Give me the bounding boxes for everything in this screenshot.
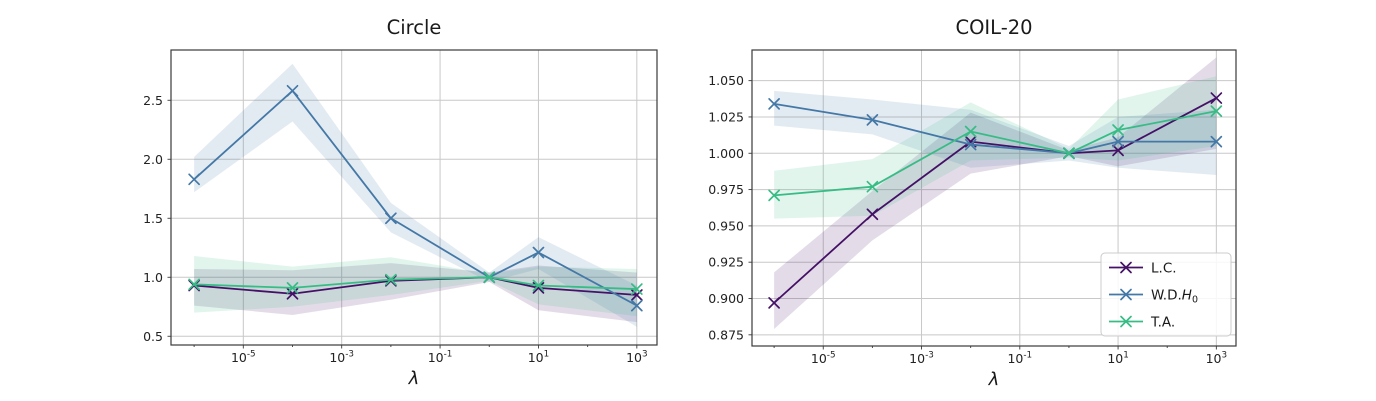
y-tick-label: 0.950 [708, 218, 744, 233]
x-tick-labels: 10-5 10-3 10-1 101 103 [231, 350, 648, 366]
band-wdh0 [774, 90, 1217, 176]
x-tick-label: 10-1 [428, 350, 453, 366]
x-tick-label: 101 [1107, 351, 1129, 367]
x-marker [1120, 261, 1132, 274]
y-tick-label: 0.975 [708, 182, 744, 197]
y-tick-label: 1.000 [708, 146, 744, 161]
x-ticks [193, 345, 638, 349]
x-marker [483, 271, 496, 284]
axes-coil-20: 10-5 10-3 10-1 101 1030.8750.9000.9250.9500.… [708, 16, 1237, 390]
line-wdh0 [193, 89, 638, 307]
x-marker [1112, 124, 1124, 136]
x-tick-label: 10-5 [231, 350, 256, 366]
x-marker [188, 173, 200, 186]
legend-label-wdh0: W.D.H0 [1151, 287, 1198, 305]
legend-label-ta: T.A. [1150, 314, 1175, 330]
legend-box [1100, 252, 1232, 337]
x-marker [866, 180, 879, 193]
line-wdh0 [773, 102, 1217, 155]
x-tick-label: 101 [528, 350, 550, 366]
x-marker [385, 273, 397, 286]
markers-ta [768, 105, 1223, 202]
x-marker [385, 212, 397, 225]
band-wdh0 [194, 63, 637, 327]
x-marker [1120, 288, 1132, 301]
x-marker [286, 282, 299, 294]
x-marker [1112, 135, 1124, 148]
line-ta [774, 110, 1217, 197]
y-tick-label: 0.925 [708, 255, 744, 270]
band-lc [194, 263, 637, 323]
legend: L.C. W.D.H0 T.A. [1100, 252, 1232, 337]
x-marker [1063, 147, 1075, 160]
y-tick-label: 0.5 [143, 329, 163, 344]
legend-label-lc: L.C. [1151, 260, 1177, 276]
x-axis-label-lambda: λ [408, 368, 420, 389]
x-tick-label: 10-3 [909, 351, 934, 367]
x-marker [1210, 105, 1223, 117]
x-marker [286, 84, 299, 97]
x-tick-label: 10-5 [811, 351, 836, 367]
chart-title-coil-20: COIL-20 [955, 16, 1032, 39]
x-marker [964, 125, 977, 138]
x-tick-label: 103 [1206, 351, 1228, 367]
x-axis-label-lambda: λ [988, 369, 1000, 390]
y-tick-label: 1.050 [708, 73, 744, 88]
x-marker [1210, 135, 1223, 148]
axes-circle: 10-5 10-3 10-1 101 103 0.5 1.0 1.5 2.0 2.5 Circle λ [143, 16, 658, 389]
y-tick-label: 0.900 [708, 291, 744, 306]
x-marker [1112, 144, 1124, 157]
x-marker [1210, 92, 1223, 104]
y-ticks [748, 80, 752, 336]
x-tick-label: 10-3 [329, 350, 354, 366]
spines-circle [170, 49, 658, 346]
band-ta [194, 256, 637, 317]
spines-coil-20 [751, 49, 1237, 347]
y-tick-label: 1.025 [708, 109, 744, 124]
x-marker [630, 283, 643, 295]
x-marker [768, 189, 780, 202]
y-tick-label: 1.5 [143, 211, 163, 226]
legend-entry-ta: T.A. [1109, 314, 1175, 330]
x-marker [1120, 315, 1132, 328]
x-marker [630, 299, 643, 312]
legend-entry-lc: L.C. [1109, 260, 1177, 276]
y-ticks [167, 99, 171, 337]
y-tick-label: 1.0 [143, 270, 163, 285]
x-marker [188, 278, 200, 291]
legend-entry-wdh0: W.D.H0 [1109, 287, 1198, 305]
x-marker [532, 246, 545, 259]
y-tick-label: 0.875 [708, 327, 744, 342]
x-marker [866, 114, 879, 126]
x-marker [866, 208, 879, 221]
markers-ta [188, 271, 643, 295]
x-marker [532, 279, 545, 292]
chart-title-circle: Circle [387, 16, 442, 39]
y-tick-labels: 0.5 1.0 1.5 2.0 2.5 [143, 93, 163, 344]
grid-circle [171, 50, 657, 345]
y-tick-label: 2.5 [143, 93, 163, 108]
x-tick-label: 10-1 [1007, 351, 1032, 367]
x-tick-label: 103 [626, 350, 648, 366]
x-marker [964, 138, 977, 151]
line-ta [194, 276, 637, 290]
x-tick-labels: 10-5 10-3 10-1 101 103 [811, 351, 1227, 367]
x-ticks [773, 346, 1217, 350]
y-tick-label: 2.0 [143, 152, 163, 167]
x-marker [768, 297, 780, 309]
x-marker [768, 98, 780, 110]
y-tick-labels: 0.875 0.900 0.925 0.950 0.975 1.000 1.025 1.050 [708, 73, 744, 342]
